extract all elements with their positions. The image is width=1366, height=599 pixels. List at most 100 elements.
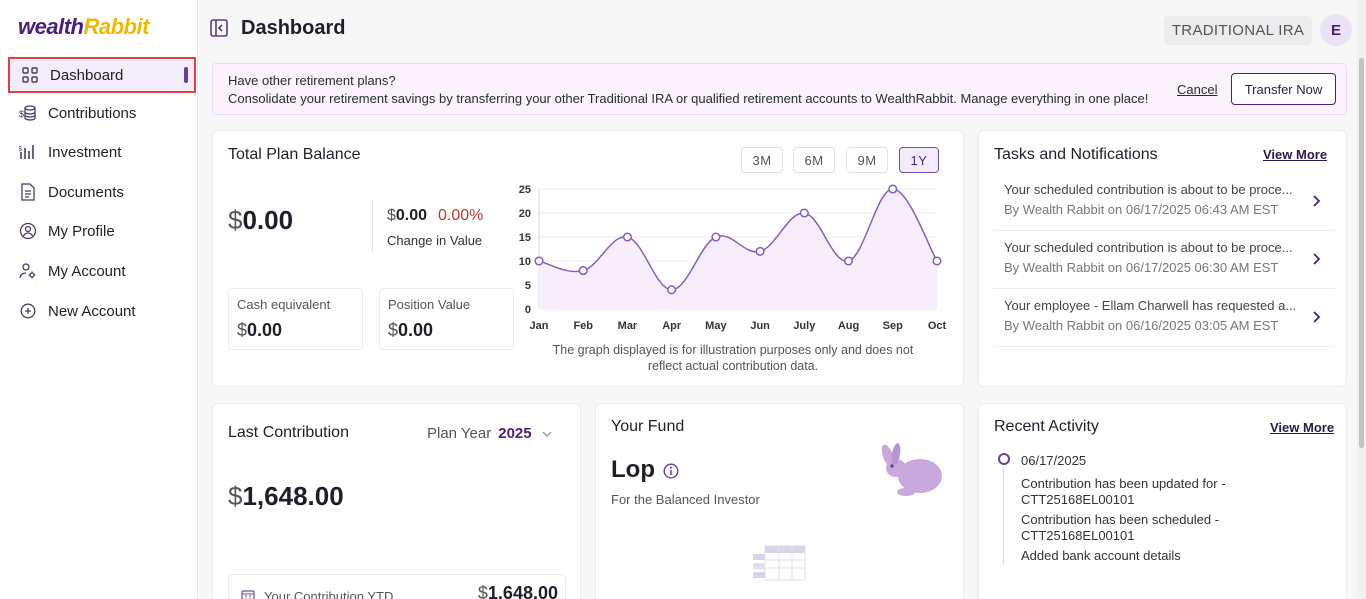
currency-symbol: $ xyxy=(237,320,248,340)
series-area xyxy=(539,189,937,309)
ytd-box: Your Contribution YTD $1,648.00 xyxy=(228,574,566,599)
disclaimer-line-1: The graph displayed is for illustration … xyxy=(552,343,914,357)
y-tick-label: 10 xyxy=(519,256,531,268)
timeline-line xyxy=(1003,468,1004,564)
change-percent: 0.00% xyxy=(438,207,484,224)
your-fund-card: Your Fund Lop For the Balanced Investor xyxy=(595,403,964,599)
coins-icon: $ xyxy=(18,103,38,123)
banner-cancel-link[interactable]: Cancel xyxy=(1177,82,1218,97)
tasks-view-more-link[interactable]: View More xyxy=(1263,147,1328,162)
sidebar-item-label: Investment xyxy=(48,143,122,161)
data-point xyxy=(799,208,809,218)
chevron-right-icon[interactable] xyxy=(1309,310,1323,324)
y-tick-label: 20 xyxy=(519,208,531,220)
x-tick-label: Feb xyxy=(573,320,593,332)
currency-symbol: $ xyxy=(387,207,396,224)
sidebar-item-contributions[interactable]: $ Contributions xyxy=(8,95,196,131)
y-tick-label: 25 xyxy=(519,184,531,196)
position-value-value: $0.00 xyxy=(388,320,433,341)
chart-disclaimer: The graph displayed is for illustration … xyxy=(513,342,953,374)
period-9m-button[interactable]: 9M xyxy=(846,147,888,173)
period-1y-button[interactable]: 1Y xyxy=(899,147,939,173)
wealthrabbit-logo[interactable]: wealthRabbit xyxy=(18,14,149,40)
currency-symbol: $ xyxy=(477,583,488,599)
data-point xyxy=(844,256,854,266)
transfer-now-button[interactable]: Transfer Now xyxy=(1231,73,1336,105)
transfer-banner: Have other retirement plans? Consolidate… xyxy=(212,63,1347,115)
recent-activity-card: Recent Activity View More 06/17/2025 Con… xyxy=(978,403,1347,599)
banner-title: Have other retirement plans? xyxy=(228,73,396,88)
sidebar-item-investment[interactable]: $ Investment xyxy=(8,134,196,170)
chevron-right-icon[interactable] xyxy=(1309,252,1323,266)
card-title: Total Plan Balance xyxy=(228,146,361,163)
account-type-badge[interactable]: TRADITIONAL IRA xyxy=(1164,16,1312,45)
divider xyxy=(372,201,373,251)
change-label: Change in Value xyxy=(387,233,483,248)
plan-year-select[interactable]: Plan Year 2025 xyxy=(427,425,553,442)
task-text: Your employee - Ellam Charwell has reque… xyxy=(1004,298,1297,313)
rabbit-icon xyxy=(881,443,942,496)
x-tick-label: Apr xyxy=(662,320,682,332)
sidebar-collapse-icon[interactable] xyxy=(210,19,230,39)
sidebar-item-my-profile[interactable]: My Profile xyxy=(8,213,196,249)
sidebar-item-my-account[interactable]: My Account xyxy=(8,253,196,289)
data-point xyxy=(932,256,942,266)
sidebar-item-label: My Profile xyxy=(48,222,115,240)
info-icon[interactable] xyxy=(663,463,679,479)
change-amount: $0.00 xyxy=(387,207,427,225)
activity-line: CTT25168EL00101 xyxy=(1021,528,1135,543)
calendar-icon xyxy=(241,590,255,599)
sidebar-item-label: Dashboard xyxy=(50,66,124,84)
user-circle-icon xyxy=(18,221,38,241)
chevron-down-icon xyxy=(542,431,552,437)
total-plan-balance-card: Total Plan Balance 3M 6M 9M 1Y $0.00 $0.… xyxy=(212,130,964,387)
svg-text:$: $ xyxy=(19,146,22,153)
sidebar-item-label: My Account xyxy=(48,262,126,280)
cash-equivalent-label: Cash equivalent xyxy=(237,297,331,312)
task-item[interactable]: Your scheduled contribution is about to … xyxy=(993,232,1335,289)
plus-circle-icon xyxy=(18,301,38,321)
page-scrollbar[interactable] xyxy=(1357,0,1366,599)
task-meta: By Wealth Rabbit on 06/17/2025 06:30 AM … xyxy=(1004,260,1279,275)
currency-symbol: $ xyxy=(228,481,243,511)
card-title: Tasks and Notifications xyxy=(994,146,1158,163)
period-3m-button[interactable]: 3M xyxy=(741,147,783,173)
period-6m-button[interactable]: 6M xyxy=(793,147,835,173)
task-text: Your scheduled contribution is about to … xyxy=(1004,182,1293,197)
sidebar-item-documents[interactable]: Documents xyxy=(8,174,196,210)
fund-name: Lop xyxy=(611,456,655,483)
change-amount-value: 0.00 xyxy=(395,207,428,224)
sidebar-item-new-account[interactable]: New Account xyxy=(8,293,196,329)
activity-line: CTT25168EL00101 xyxy=(1021,492,1135,507)
chevron-right-icon[interactable] xyxy=(1309,194,1323,208)
recent-activity-view-more-link[interactable]: View More xyxy=(1270,420,1335,435)
fund-subtitle: For the Balanced Investor xyxy=(611,492,760,507)
avatar[interactable]: E xyxy=(1320,14,1352,46)
chart-bars-icon: $ xyxy=(18,142,38,162)
series-line xyxy=(538,188,938,291)
total-balance-value: $0.00 xyxy=(228,205,293,236)
activity-line: Contribution has been updated for - xyxy=(1021,476,1226,491)
task-item[interactable]: Your scheduled contribution is about to … xyxy=(993,174,1335,231)
ytd-amount-value: 1,648.00 xyxy=(487,583,558,599)
x-tick-label: July xyxy=(793,320,816,332)
y-tick-label: 15 xyxy=(519,232,531,244)
last-contribution-card: Last Contribution Plan Year 2025 $1,648.… xyxy=(212,403,581,599)
data-point xyxy=(667,285,677,295)
y-tick-label: 5 xyxy=(525,280,531,292)
scrollbar-thumb[interactable] xyxy=(1359,58,1364,448)
activity-line: Contribution has been scheduled - xyxy=(1021,512,1220,527)
cash-value: 0.00 xyxy=(247,320,283,340)
svg-text:$: $ xyxy=(19,109,24,119)
task-text: Your scheduled contribution is about to … xyxy=(1004,240,1293,255)
x-tick-label: Sep xyxy=(883,320,903,332)
activity-date: 06/17/2025 xyxy=(1021,453,1087,468)
plan-year-value: 2025 xyxy=(498,425,532,442)
logo-text-wealth: wealth xyxy=(18,14,84,39)
sidebar-item-label: New Account xyxy=(48,302,136,320)
task-item[interactable]: Your employee - Ellam Charwell has reque… xyxy=(993,290,1335,347)
position-value-label: Position Value xyxy=(388,297,471,312)
data-point xyxy=(711,232,721,242)
activity-line: Added bank account details xyxy=(1021,548,1181,563)
sidebar-item-dashboard[interactable]: Dashboard xyxy=(8,57,196,93)
